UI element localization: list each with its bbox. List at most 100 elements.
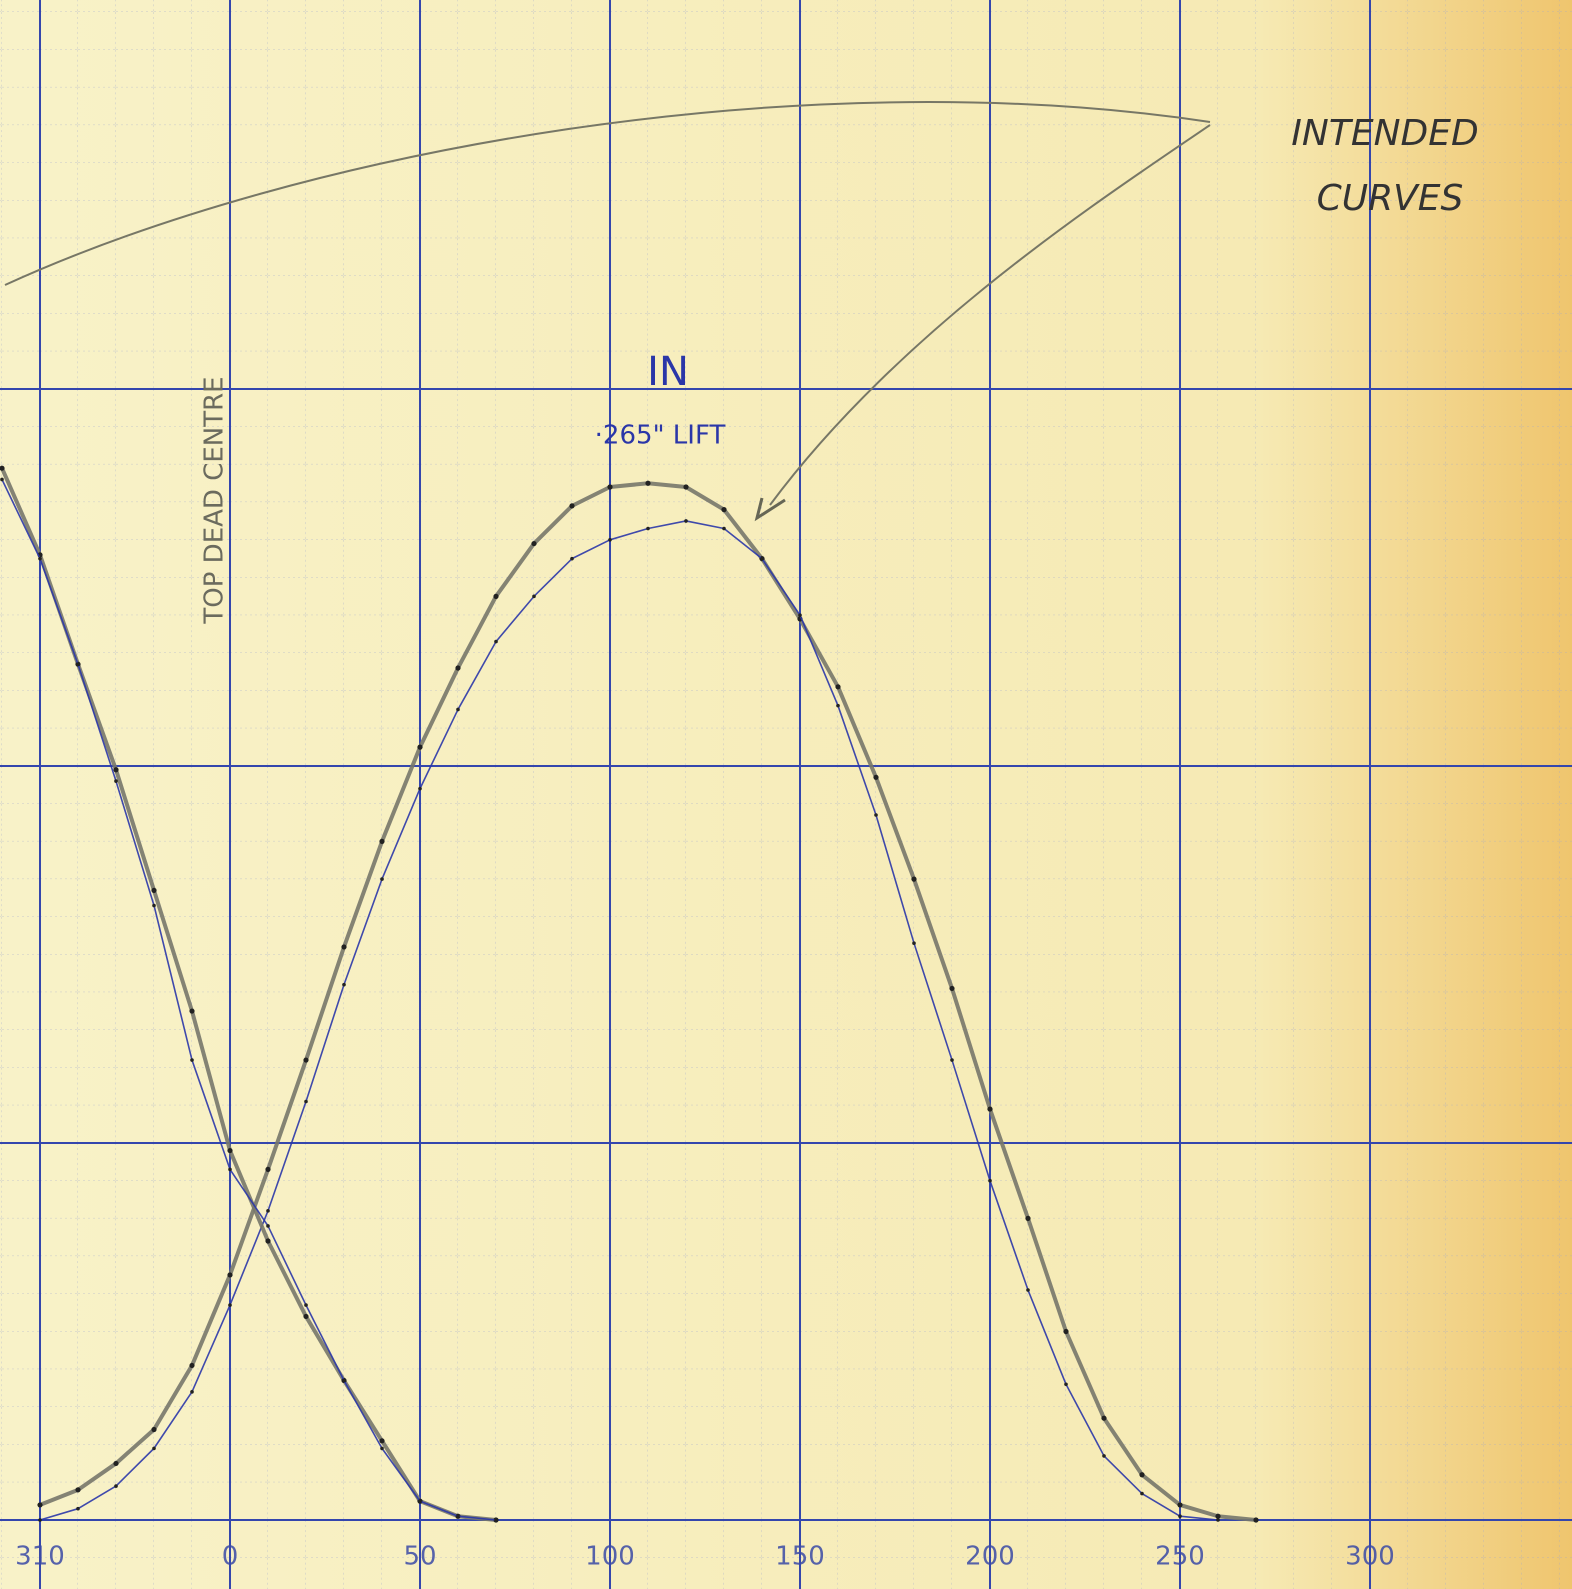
data-point [342, 1378, 346, 1383]
data-point [75, 1487, 81, 1493]
data-point [1140, 1491, 1144, 1496]
data-point [532, 594, 536, 599]
data-point [417, 744, 423, 750]
data-point [380, 1446, 384, 1451]
data-point [379, 838, 385, 845]
x-tick-label: 50 [403, 1542, 436, 1572]
data-point [114, 1484, 118, 1488]
x-tick-label: 310 [15, 1542, 65, 1572]
series-line [39, 520, 1219, 1521]
data-point [836, 703, 840, 708]
data-point [1177, 1502, 1183, 1508]
data-point [227, 1272, 233, 1278]
data-point [950, 1058, 954, 1062]
data-point [303, 1057, 309, 1063]
data-point [151, 1426, 157, 1433]
data-point [190, 1058, 194, 1062]
labels: 310 0 50 100 150 200 250 300 IN ·265" LIFT TOP DEA… [15, 113, 1479, 1572]
data-point [608, 538, 612, 542]
data-point [228, 1303, 232, 1307]
x-tick-label: 200 [965, 1542, 1015, 1572]
data-point [380, 877, 384, 881]
data-point [760, 556, 764, 561]
data-point [1025, 1215, 1031, 1221]
annotation: ·265" LIFT [595, 421, 726, 451]
data-point [152, 903, 156, 908]
data-point [988, 1178, 992, 1183]
x-tick-label: 100 [585, 1542, 635, 1572]
data-point [835, 684, 841, 690]
data-point [341, 944, 347, 950]
data-point [1101, 1415, 1107, 1421]
pointer-line [769, 124, 1211, 506]
data-point [113, 767, 119, 773]
data-point [0, 477, 4, 482]
x-tick-label: 150 [775, 1542, 825, 1572]
data-point [721, 507, 727, 513]
data-point [76, 1506, 80, 1511]
data-point [798, 613, 802, 617]
data-point [379, 1438, 385, 1444]
annotation: INTENDED [1291, 113, 1478, 154]
data-point [342, 982, 346, 987]
data-point [722, 526, 726, 531]
x-tick-label: 250 [1155, 1542, 1205, 1572]
data-point [38, 1518, 42, 1522]
data-point [266, 1209, 270, 1213]
annotation: IN [647, 349, 689, 395]
data-point [911, 876, 917, 882]
data-point [190, 1390, 194, 1394]
data-point [1253, 1517, 1259, 1523]
data-point [684, 519, 688, 523]
data-point [569, 503, 575, 509]
data-point [1063, 1328, 1069, 1335]
data-point [1102, 1454, 1106, 1458]
annotation: CURVES [1317, 178, 1464, 219]
data-point [0, 465, 5, 471]
data-point [912, 941, 916, 945]
data-point [266, 1224, 270, 1228]
data-point [265, 1166, 271, 1172]
data-point [456, 1514, 460, 1519]
data-point [189, 1362, 195, 1369]
data-point [418, 786, 422, 791]
data-point [151, 887, 157, 894]
data-point [152, 1446, 156, 1451]
data-point [265, 1238, 271, 1244]
data-point [1064, 1382, 1068, 1387]
data-point [873, 774, 879, 780]
data-point [607, 484, 613, 490]
data-point [189, 1008, 195, 1014]
data-point [418, 1499, 422, 1503]
data-point [227, 1147, 233, 1154]
data-point [494, 1518, 498, 1522]
x-tick-label: 0 [222, 1542, 239, 1572]
data-point [113, 1460, 119, 1467]
series-line [1, 479, 497, 1521]
arrow-head [754, 497, 786, 522]
data-point [1178, 1514, 1182, 1519]
data-point [304, 1099, 308, 1104]
data-point [874, 813, 878, 817]
data-point [645, 480, 651, 486]
data-point [531, 540, 537, 547]
data-point [493, 593, 499, 599]
data-point [1026, 1288, 1030, 1292]
data-point [38, 556, 42, 561]
data-point [76, 662, 80, 667]
data-point [570, 556, 574, 561]
pointer-line [4, 101, 1211, 286]
data-point [37, 1502, 43, 1508]
data-point [683, 484, 689, 490]
annotation: TOP DEAD CENTRE [200, 376, 230, 624]
data-point [494, 639, 498, 644]
curves [0, 465, 1259, 1523]
data-point [455, 665, 461, 671]
data-point [1139, 1472, 1145, 1478]
data-point [1215, 1513, 1221, 1519]
data-point [114, 779, 118, 783]
